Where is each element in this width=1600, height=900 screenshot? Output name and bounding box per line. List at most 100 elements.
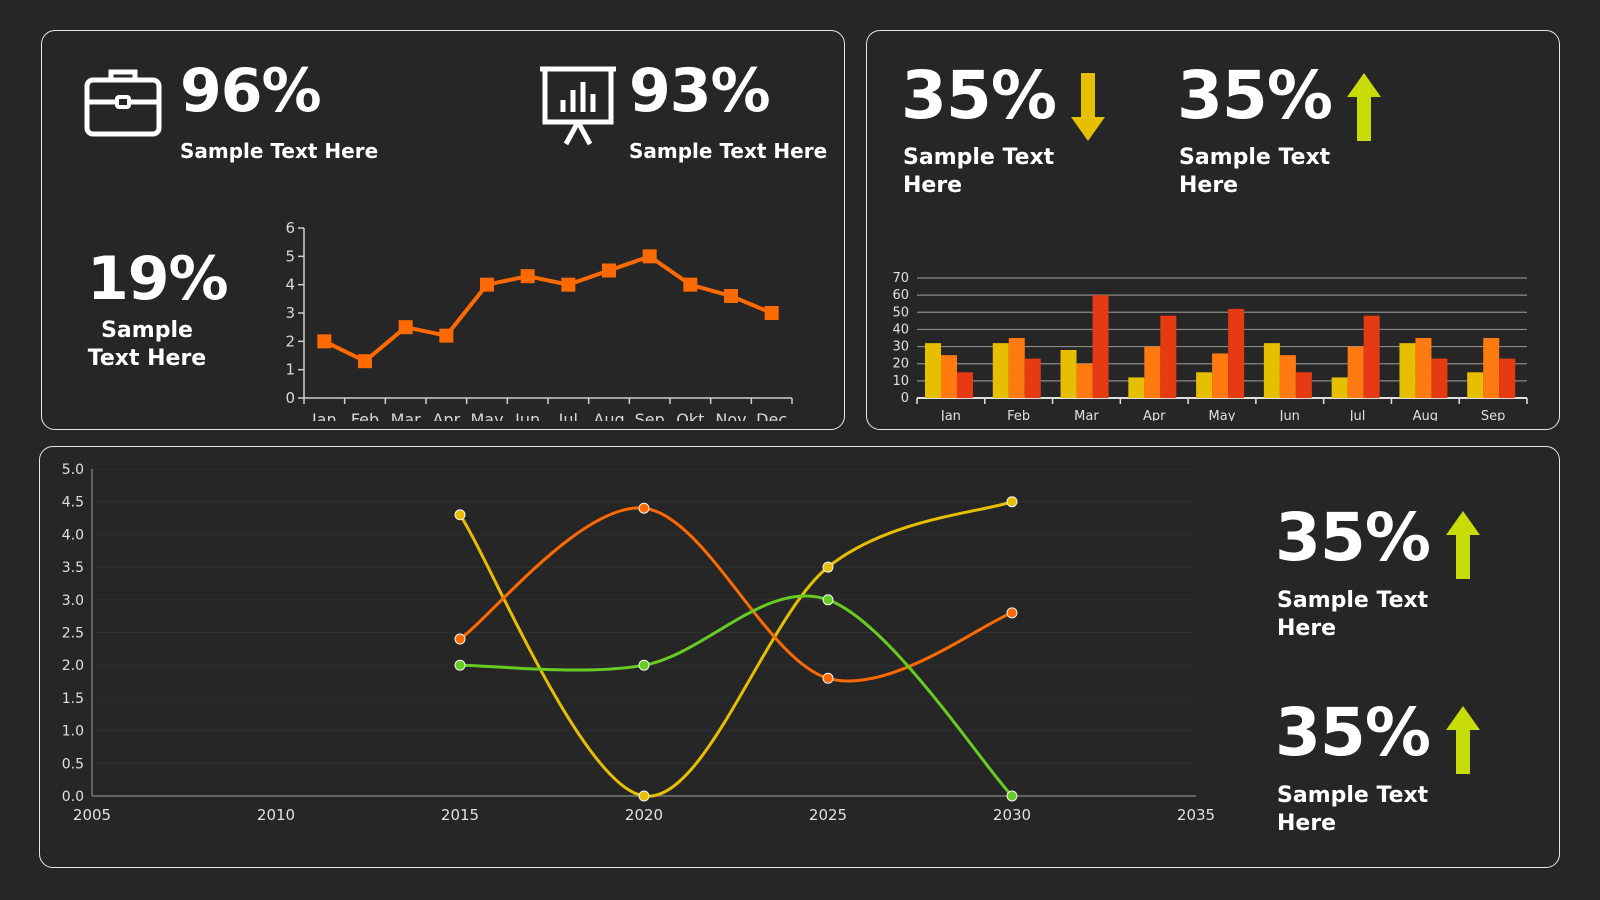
x-tick-label: Okt: [676, 410, 704, 421]
kpi-value-2: 93%: [629, 56, 771, 126]
bar: [1499, 358, 1516, 398]
bar: [1467, 372, 1484, 398]
bar: [1483, 338, 1500, 398]
data-point: [642, 249, 657, 264]
bar: [925, 343, 941, 398]
x-tick-label: Jun: [514, 410, 540, 421]
y-tick-label: 50: [892, 305, 909, 320]
data-point: [822, 672, 834, 684]
bar: [992, 343, 1009, 398]
bar: [1128, 377, 1145, 398]
x-tick-label: Aug: [1413, 409, 1438, 421]
series-line-0: [458, 500, 1013, 798]
bar: [1024, 358, 1041, 398]
briefcase-icon: [84, 69, 162, 137]
monthly-bar-chart: 0 10 20 30 40 50 60 70 Jan Feb Mar Apr May Jun Jul Aug S…: [892, 271, 1528, 421]
series-line-1: [459, 506, 1013, 683]
bar: [1008, 338, 1025, 398]
x-tick-label: Apr: [432, 410, 460, 421]
x-tick-label: May: [470, 410, 503, 421]
kpi-label-4-line2: Here: [903, 173, 963, 198]
kpi-label-4-line1: Sample Text: [903, 145, 1055, 170]
x-tick-label: 2025: [809, 806, 847, 824]
y-tick-label: 20: [892, 357, 909, 372]
bar: [1331, 377, 1348, 398]
kpi-label-3-line1: Sample: [101, 318, 193, 343]
data-point: [454, 633, 466, 645]
y-tick-label: 0: [285, 389, 295, 407]
presentation-chart-icon: [540, 66, 616, 146]
x-tick-label: Jan: [311, 410, 337, 421]
bar: [1212, 353, 1229, 398]
data-point: [822, 594, 834, 606]
x-tick-label: Nov: [715, 410, 746, 421]
y-tick-label: 3: [285, 304, 295, 322]
x-tick-label: Dec: [756, 410, 787, 421]
y-tick-label: 4.5: [62, 495, 84, 511]
data-point: [822, 561, 834, 573]
arrow-down-icon: [1071, 73, 1105, 141]
y-tick-label: 40: [892, 322, 909, 337]
data-point: [1006, 790, 1018, 802]
x-tick-label: Feb: [351, 410, 379, 421]
bar: [1263, 343, 1280, 398]
kpi-value-7: 35%: [1275, 694, 1431, 771]
kpi-value-6: 35%: [1275, 499, 1431, 576]
x-tick-label: Aug: [593, 410, 624, 421]
y-tick-label: 0.0: [62, 789, 84, 805]
y-tick-label: 5: [285, 247, 295, 265]
kpi-label-7-line2: Here: [1277, 811, 1337, 836]
kpi-label-5-line2: Here: [1179, 173, 1239, 198]
y-tick-label: 70: [892, 271, 909, 286]
data-point: [638, 502, 650, 514]
data-point: [520, 269, 535, 284]
kpi-label-1: Sample Text Here: [180, 139, 379, 163]
x-tick-label: Jan: [940, 409, 961, 421]
kpi-label-6-line2: Here: [1277, 616, 1337, 641]
bar: [1295, 372, 1312, 398]
x-tick-label: Jul: [1349, 409, 1366, 421]
yearly-trend-chart: 0.0 0.5 1.0 1.5 2.0 2.5 3.0 3.5 4.0 4.5 5.0 2005 201…: [62, 462, 1215, 824]
x-tick-label: Mar: [1074, 409, 1099, 421]
y-tick-label: 10: [892, 374, 909, 389]
x-tick-label: 2030: [993, 806, 1031, 824]
y-tick-label: 60: [892, 288, 909, 303]
y-tick-label: 2: [285, 332, 295, 350]
y-tick-label: 1.0: [62, 724, 84, 740]
x-tick-label: Jul: [558, 410, 578, 421]
data-point: [638, 659, 650, 671]
bar: [1347, 346, 1364, 398]
arrow-up-icon: [1446, 706, 1480, 774]
bar: [957, 372, 973, 398]
data-point: [764, 306, 779, 320]
x-tick-label: Apr: [1143, 409, 1166, 421]
bar: [1399, 343, 1416, 398]
bar: [1196, 372, 1213, 398]
y-tick-label: 1: [285, 361, 295, 379]
data-point: [358, 354, 372, 369]
bar: [1415, 338, 1432, 398]
kpi-value-3: 19%: [87, 244, 229, 314]
y-tick-label: 0.5: [62, 756, 84, 772]
data-point: [638, 790, 650, 802]
x-tick-label: 2035: [1177, 806, 1215, 824]
kpi-value-5: 35%: [1177, 57, 1333, 134]
y-tick-label: 1.5: [62, 691, 84, 707]
series-line-2: [459, 594, 1014, 798]
x-tick-label: 2010: [257, 806, 295, 824]
bar: [941, 355, 957, 398]
data-point: [1006, 496, 1018, 508]
monthly-line-chart: 0 1 2 3 4 5 6 Jan Feb Mar Apr May Jun Jul Aug Sep Okt Nov…: [285, 219, 793, 421]
x-tick-label: Feb: [1007, 409, 1030, 421]
arrow-up-icon: [1347, 73, 1381, 141]
data-point: [454, 509, 466, 521]
kpi-label-3-line2: Text Here: [87, 346, 207, 371]
y-tick-label: 2.5: [62, 626, 84, 642]
data-point: [317, 334, 332, 349]
kpi-label-2: Sample Text Here: [629, 139, 828, 163]
bar: [1431, 358, 1448, 398]
x-tick-label: 2015: [441, 806, 479, 824]
x-tick-label: Mar: [391, 410, 422, 421]
y-tick-label: 5.0: [62, 462, 84, 478]
x-tick-label: Jun: [1279, 409, 1300, 421]
